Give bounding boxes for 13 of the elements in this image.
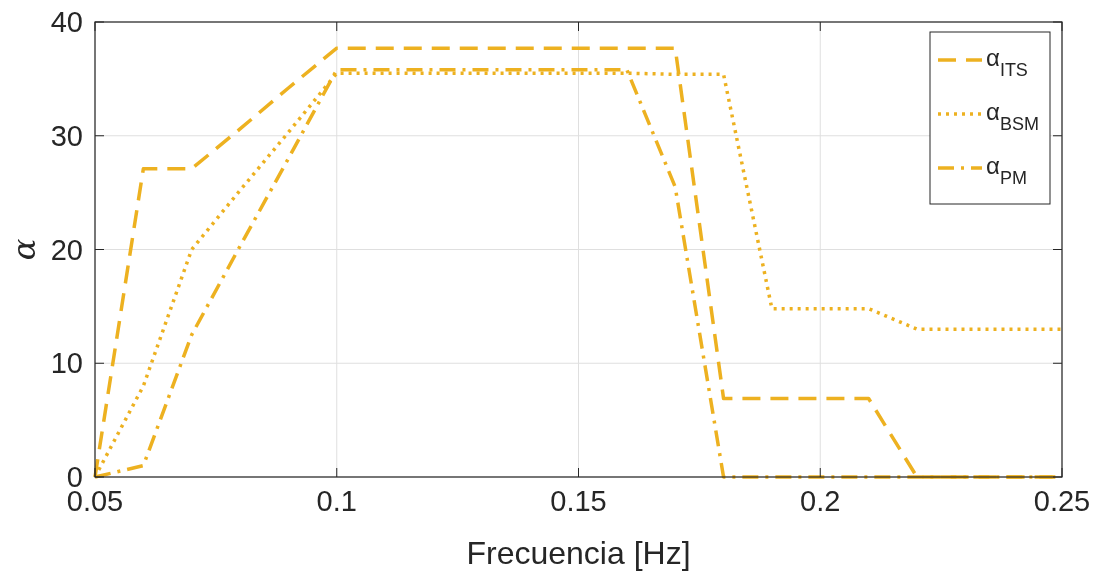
x-axis-title: Frecuencia [Hz]: [466, 535, 691, 571]
y-axis-title: α: [5, 238, 43, 261]
legend-label: α$_{BSM}$: [986, 98, 1039, 134]
legend-label: α$_{PM}$: [986, 152, 1027, 188]
y-tick-label: 30: [50, 119, 83, 152]
x-tick-label: 0.2: [800, 485, 841, 517]
y-tick-label: 40: [50, 6, 83, 38]
x-tick-label: 0.15: [550, 485, 607, 517]
x-tick-label: 0.25: [1033, 485, 1091, 517]
y-tick-label: 10: [50, 347, 83, 380]
legend-label: α$_{ITS}$: [986, 44, 1028, 80]
y-tick-label: 20: [50, 233, 83, 266]
x-tick-label: 0.1: [316, 485, 357, 517]
